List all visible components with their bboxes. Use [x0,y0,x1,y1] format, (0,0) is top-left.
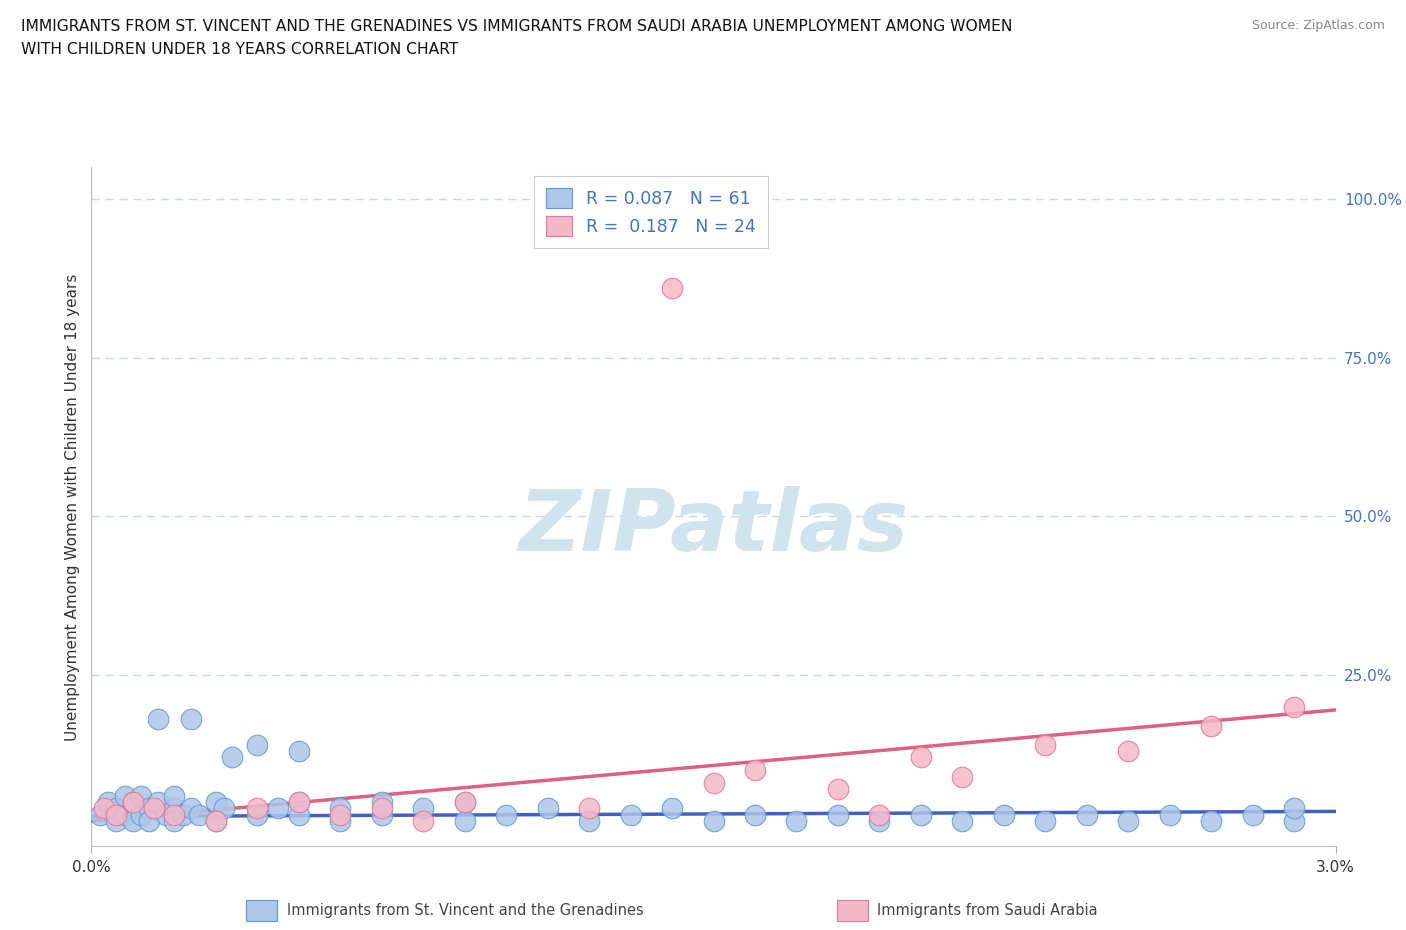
Point [412,801,434,816]
Point [952,769,974,784]
Point [1159,807,1181,822]
Point [129,788,152,803]
Point [453,794,475,809]
Point [1241,807,1264,822]
Point [97,794,120,809]
Point [744,807,766,822]
Point [910,807,932,822]
Point [1035,737,1057,752]
Text: ZIPatlas: ZIPatlas [519,485,908,569]
Point [163,807,186,822]
Point [246,801,269,816]
Point [1076,807,1098,822]
Text: Source: ZipAtlas.com: Source: ZipAtlas.com [1251,19,1385,32]
Point [495,807,517,822]
Point [1284,699,1306,714]
Text: IMMIGRANTS FROM ST. VINCENT AND THE GRENADINES VS IMMIGRANTS FROM SAUDI ARABIA U: IMMIGRANTS FROM ST. VINCENT AND THE GREN… [21,19,1012,33]
Point [212,801,235,816]
Point [267,801,290,816]
Point [122,814,145,829]
Point [163,788,186,803]
Point [246,737,269,752]
Point [1284,801,1306,816]
Point [89,807,111,822]
Point [744,763,766,777]
Point [287,794,309,809]
Point [287,807,309,822]
Point [1118,814,1140,829]
Point [1035,814,1057,829]
Y-axis label: Unemployment Among Women with Children Under 18 years: Unemployment Among Women with Children U… [65,273,80,740]
Point [993,807,1015,822]
Point [138,801,160,816]
Point [952,814,974,829]
Point [827,807,849,822]
Point [122,794,145,809]
Point [702,776,725,790]
Point [105,801,128,816]
Point [180,712,202,727]
Point [869,807,891,822]
Point [105,814,128,829]
Point [138,814,160,829]
Point [1118,744,1140,759]
Point [578,801,600,816]
Point [163,814,186,829]
Point [536,801,558,816]
Point [221,750,243,764]
Point [1201,814,1223,829]
Point [910,750,932,764]
Point [205,794,228,809]
Point [1284,814,1306,829]
Point [371,794,394,809]
Point [661,801,683,816]
Point [329,801,352,816]
Point [453,794,475,809]
Point [661,281,683,296]
Point [827,782,849,797]
Point [146,712,169,727]
Point [188,807,211,822]
Point [205,814,228,829]
Text: WITH CHILDREN UNDER 18 YEARS CORRELATION CHART: WITH CHILDREN UNDER 18 YEARS CORRELATION… [21,42,458,57]
Point [142,801,165,816]
Point [155,807,177,822]
Point [453,814,475,829]
Point [163,801,186,816]
Point [114,807,136,822]
Point [785,814,807,829]
Point [371,807,394,822]
Point [122,801,145,816]
Point [146,794,169,809]
Point [114,788,136,803]
Point [329,814,352,829]
Point [412,814,434,829]
Point [93,801,115,816]
Point [619,807,641,822]
Point [287,794,309,809]
Point [172,807,194,822]
Legend: R = 0.087   N = 61, R =  0.187   N = 24: R = 0.087 N = 61, R = 0.187 N = 24 [534,176,769,248]
Point [287,744,309,759]
Point [869,814,891,829]
Point [578,814,600,829]
Point [122,794,145,809]
Point [371,801,394,816]
Point [246,807,269,822]
Text: Immigrants from Saudi Arabia: Immigrants from Saudi Arabia [877,903,1098,918]
Text: Immigrants from St. Vincent and the Grenadines: Immigrants from St. Vincent and the Gren… [287,903,644,918]
Point [180,801,202,816]
Point [1201,718,1223,733]
Point [129,807,152,822]
Point [105,807,128,822]
Point [205,814,228,829]
Point [329,807,352,822]
Point [702,814,725,829]
